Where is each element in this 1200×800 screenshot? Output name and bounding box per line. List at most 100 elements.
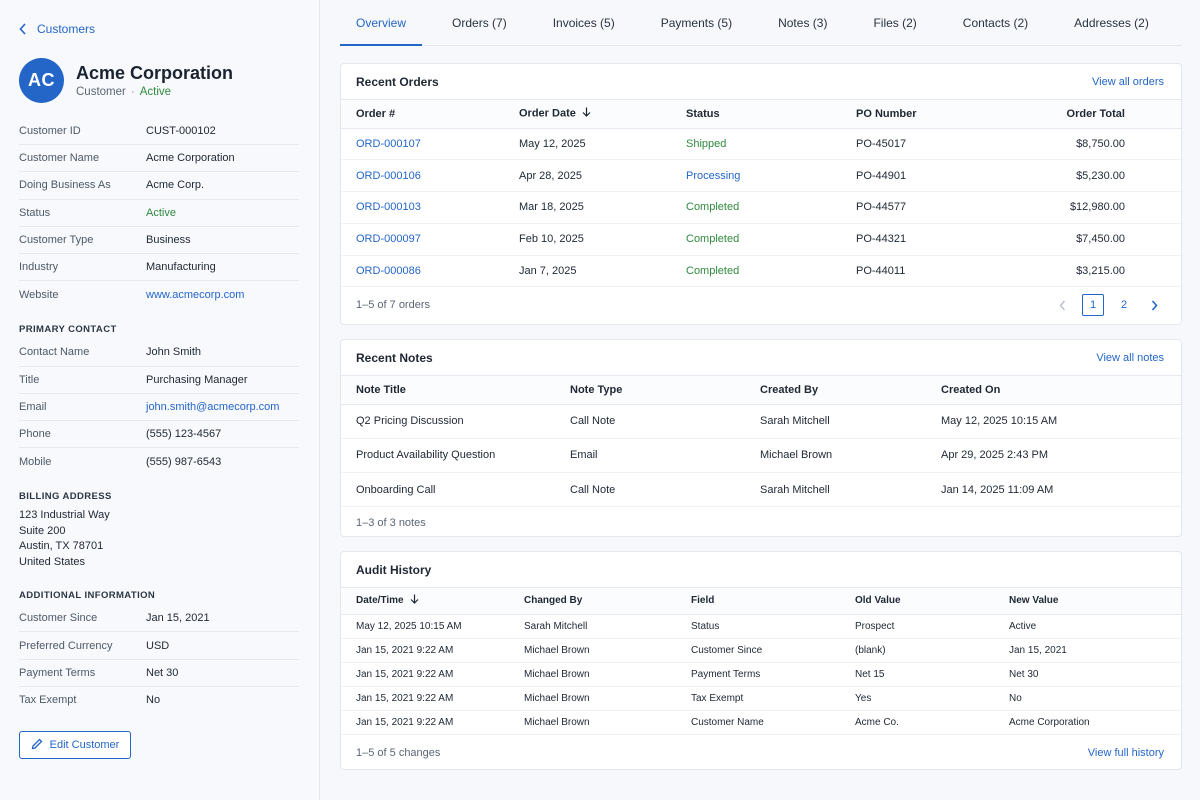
column-header-status[interactable]: Status (686, 100, 856, 129)
column-header-order-number[interactable]: Order # (341, 100, 519, 129)
back-link-label: Customers (37, 22, 96, 36)
edit-customer-button[interactable]: Edit Customer (19, 731, 131, 759)
address-line: 123 Industrial Way (19, 509, 110, 522)
created-on: May 12, 2025 10:15 AM (941, 404, 1181, 439)
chevron-right-icon[interactable] (1144, 294, 1164, 316)
customer-sidebar: Customers AC Acme Corporation Customer · A… (0, 0, 320, 800)
changed-by: Sarah Mitchell (524, 614, 691, 639)
order-number[interactable]: ORD-000103 (341, 191, 519, 224)
pencil-icon (31, 738, 43, 753)
recent-notes-title: Recent Notes (356, 350, 433, 365)
tab-orders[interactable]: Orders (7) (452, 15, 507, 30)
changed-field: Tax Exempt (691, 686, 855, 712)
recent-orders-title: Recent Orders (356, 74, 439, 89)
field-value: Jan 15, 2021 (146, 612, 210, 625)
order-status: Completed (686, 255, 856, 288)
view-all-notes-link[interactable]: View all notes (1096, 351, 1164, 364)
page-2-button[interactable]: 2 (1120, 299, 1128, 312)
changed-field: Status (691, 614, 855, 639)
tab-payments[interactable]: Payments (5) (660, 15, 733, 30)
tab-files[interactable]: Files (2) (873, 15, 917, 30)
tab-addresses[interactable]: Addresses (2) (1074, 15, 1149, 30)
chevron-left-icon (19, 23, 29, 35)
field-label: Customer Name (19, 152, 100, 165)
field-customer-since: Customer Since Jan 15, 2021 (19, 605, 299, 633)
column-header-date-time[interactable]: Date/Time (341, 588, 524, 615)
field-value[interactable]: john.smith@acmecorp.com (146, 400, 280, 413)
field-value: Manufacturing (146, 261, 216, 274)
sort-down-icon (410, 594, 419, 607)
table-row[interactable]: ORD-000106 Apr 28, 2025 Processing PO-44901… (341, 159, 1181, 193)
change-date-time: May 12, 2025 10:15 AM (341, 614, 524, 639)
tab-contacts[interactable]: Contacts (2) (962, 15, 1029, 30)
note-type: Call Note (570, 472, 760, 508)
field-label: Phone (19, 427, 51, 440)
changed-field: Customer Since (691, 638, 855, 663)
table-row[interactable]: ORD-000097 Feb 10, 2025 Completed PO-44321 $… (341, 223, 1181, 256)
table-row[interactable]: ORD-000103 Mar 18, 2025 Completed PO-44577 $… (341, 191, 1181, 224)
created-by: Michael Brown (760, 438, 941, 474)
field-label: Title (19, 373, 40, 386)
column-header-note-type[interactable]: Note Type (570, 376, 760, 405)
column-header-old-value[interactable]: Old Value (855, 588, 1009, 615)
field-value: Active (146, 206, 176, 219)
tab-invoices[interactable]: Invoices (5) (552, 15, 615, 30)
field-value[interactable]: www.acmecorp.com (146, 288, 245, 301)
change-date-time: Jan 15, 2021 9:22 AM (341, 638, 524, 663)
field-mobile: Mobile (555) 987-6543 (19, 448, 299, 475)
table-row[interactable]: ORD-000107 May 12, 2025 Shipped PO-45017 $8,… (341, 128, 1181, 161)
order-status: Completed (686, 223, 856, 256)
field-doing-business-as: Doing Business As Acme Corp. (19, 172, 299, 200)
order-date: Mar 18, 2025 (519, 191, 686, 224)
changed-field: Customer Name (691, 710, 855, 736)
table-row[interactable]: Onboarding Call Call Note Sarah Mitchell Ja… (341, 472, 1181, 508)
column-header-order-total[interactable]: Order Total (1006, 100, 1181, 129)
field-email: Email john.smith@acmecorp.com (19, 394, 299, 421)
address-line: Austin, TX 78701 (19, 540, 104, 553)
tab-notes[interactable]: Notes (3) (778, 15, 828, 30)
field-value: Business (146, 233, 191, 246)
view-full-history-link[interactable]: View full history (1087, 747, 1164, 760)
changed-by: Michael Brown (524, 662, 691, 688)
column-header-po-number[interactable]: PO Number (856, 100, 1006, 129)
created-on: Apr 29, 2025 2:43 PM (941, 438, 1181, 474)
table-row[interactable]: ORD-000086 Jan 7, 2025 Completed PO-44011 $3… (341, 255, 1181, 288)
old-value: Prospect (855, 614, 1009, 639)
field-status: Status Active (19, 200, 299, 227)
view-all-orders-link[interactable]: View all orders (1092, 75, 1164, 88)
old-value: Yes (855, 686, 1009, 712)
changed-by: Michael Brown (524, 638, 691, 663)
table-row[interactable]: Product Availability Question Email Michae… (341, 438, 1181, 474)
address-line: United States (19, 555, 86, 568)
audit-history-card: Audit History Date/Time Changed By Field… (340, 551, 1182, 770)
table-row[interactable]: Q2 Pricing Discussion Call Note Sarah Mitc… (341, 404, 1181, 439)
column-header-changed-by[interactable]: Changed By (524, 588, 691, 615)
billing-address: 123 Industrial Way Suite 200 Austin, TX 78… (19, 508, 299, 570)
order-number[interactable]: ORD-000106 (341, 159, 519, 193)
order-number[interactable]: ORD-000107 (341, 128, 519, 161)
column-header-field[interactable]: Field (691, 588, 855, 615)
field-customer-type: Customer Type Business (19, 227, 299, 254)
new-value: Active (1009, 614, 1181, 639)
tab-overview[interactable]: Overview (340, 0, 423, 46)
column-header-note-title[interactable]: Note Title (341, 376, 570, 405)
field-label: Tax Exempt (19, 694, 77, 707)
order-number[interactable]: ORD-000086 (341, 255, 519, 288)
changed-field: Payment Terms (691, 662, 855, 688)
field-industry: Industry Manufacturing (19, 254, 299, 282)
page-1-button[interactable]: 1 (1082, 294, 1104, 317)
order-number[interactable]: ORD-000097 (341, 223, 519, 256)
column-header-order-date[interactable]: Order Date (519, 100, 686, 129)
chevron-left-icon[interactable] (1052, 294, 1072, 316)
field-title: Title Purchasing Manager (19, 367, 299, 394)
field-value: USD (146, 639, 170, 652)
field-value: Acme Corporation (146, 152, 235, 165)
column-header-created-on[interactable]: Created On (941, 376, 1181, 405)
order-date: Apr 28, 2025 (519, 159, 686, 193)
main-content: Overview Orders (7) Invoices (5) Payments (… (320, 0, 1200, 800)
sort-down-icon (582, 107, 591, 120)
column-header-new-value[interactable]: New Value (1009, 588, 1181, 615)
customer-profile: AC Acme Corporation Customer · Active (19, 56, 299, 104)
column-header-created-by[interactable]: Created By (760, 376, 941, 405)
back-to-customers-link[interactable]: Customers (19, 20, 299, 38)
